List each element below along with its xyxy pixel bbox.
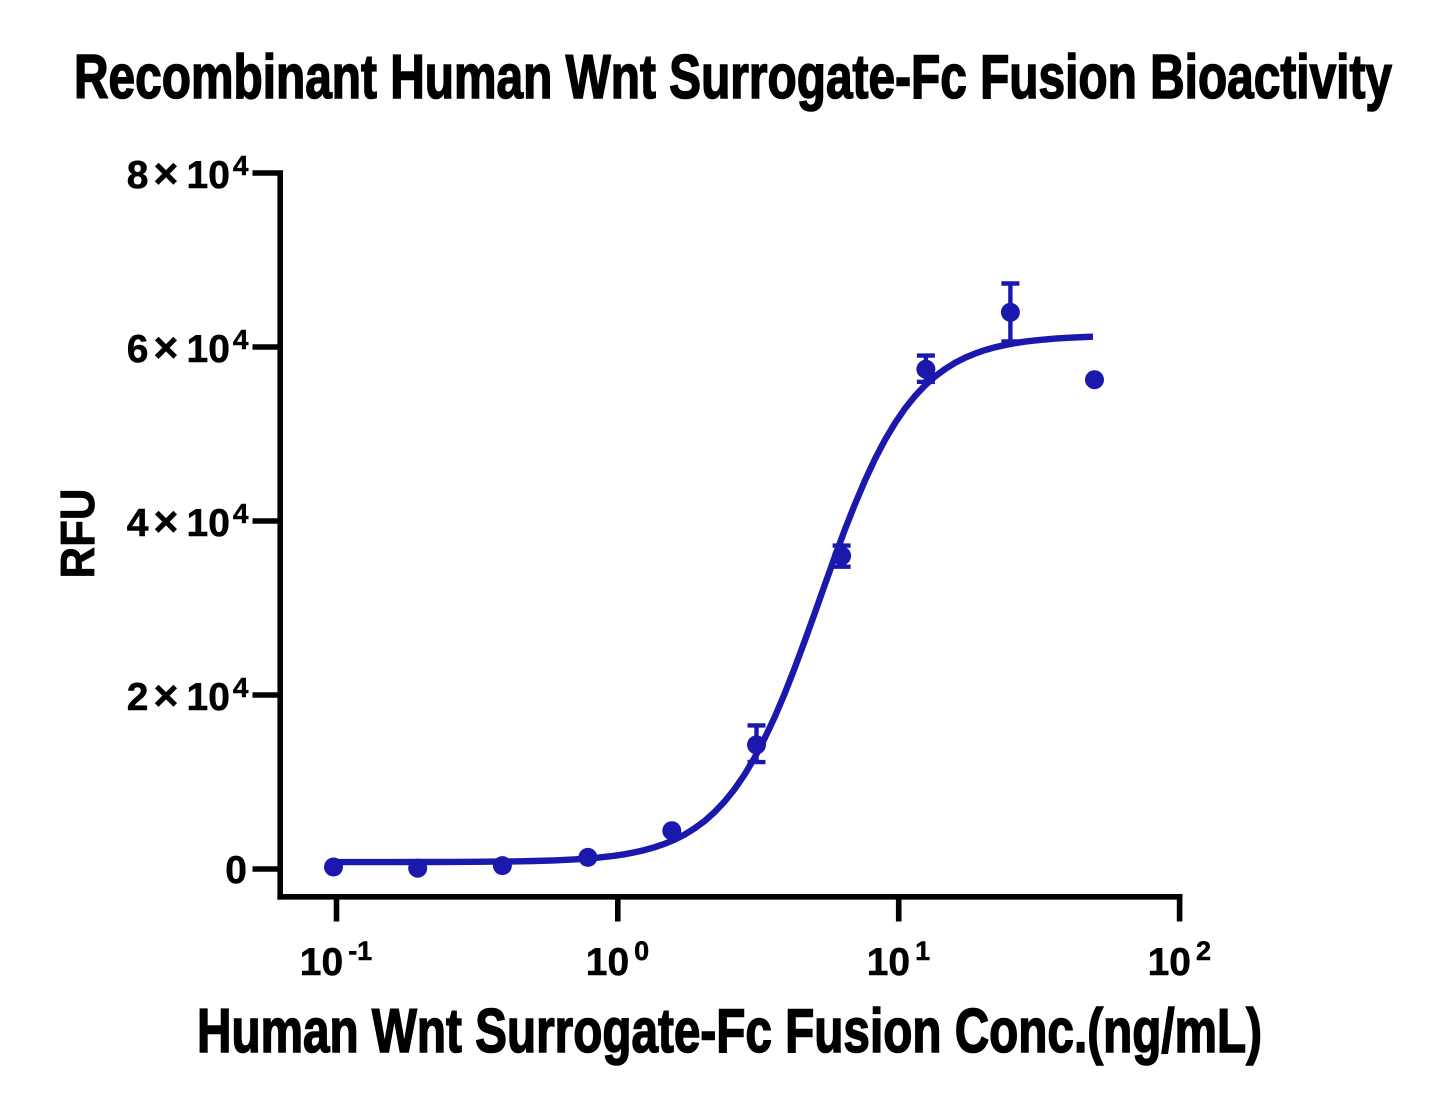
svg-text:RFU: RFU xyxy=(52,489,105,579)
svg-text:10-1: 10 -1 xyxy=(300,936,372,984)
svg-text:Human Wnt Surrogate-Fc Fusion: Human Wnt Surrogate-Fc Fusion Conc.(ng/m… xyxy=(197,997,1262,1066)
svg-text:100: 10 0 xyxy=(586,936,649,984)
svg-text:4×104: 4 × 10 4 xyxy=(127,498,249,546)
svg-text:0: 0 xyxy=(225,849,247,892)
svg-text:6×104: 6 × 10 4 xyxy=(127,324,249,372)
svg-text:Recombinant Human Wnt Surrogat: Recombinant Human Wnt Surrogate-Fc Fusio… xyxy=(74,43,1392,112)
svg-text:2×104: 2 × 10 4 xyxy=(127,672,249,720)
svg-text:102: 10 2 xyxy=(1148,936,1211,984)
svg-text:8×104: 8 × 10 4 xyxy=(127,150,249,198)
svg-text:101: 10 1 xyxy=(867,936,930,984)
